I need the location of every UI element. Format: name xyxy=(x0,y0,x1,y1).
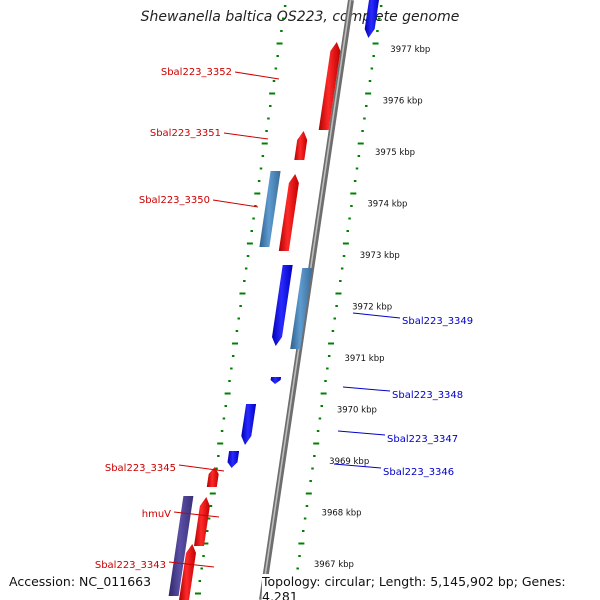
kbp-tick-label: 3976 kbp xyxy=(383,97,423,107)
kbp-tick-label: 3971 kbp xyxy=(344,354,384,364)
forward-gene-arrow xyxy=(179,544,196,600)
gene-label: Sbal223_3349 xyxy=(402,316,473,327)
accession-text: Accession: NC_011663 xyxy=(9,574,152,589)
gene-features xyxy=(168,0,380,600)
gene-labels: Sbal223_3352 Sbal223_3351 Sbal223_3350 Sbal… xyxy=(95,67,473,571)
gene-leader-line xyxy=(352,312,401,319)
tick-marks xyxy=(194,5,383,595)
gene-leader-line xyxy=(178,464,225,472)
gene-label: Sbal223_3345 xyxy=(105,463,176,474)
gene-leader-line xyxy=(223,132,269,140)
gene-leader-line xyxy=(333,463,382,469)
kbp-tick-label: 3972 kbp xyxy=(352,303,392,313)
gene-label: Sbal223_3346 xyxy=(383,467,454,478)
gene-leader-line xyxy=(212,199,259,208)
steelblue-block xyxy=(290,268,313,349)
steelblue-block xyxy=(259,171,281,247)
gene-label: Sbal223_3347 xyxy=(387,434,458,445)
gene-label: hmuV xyxy=(142,509,171,520)
gene-label: Sbal223_3351 xyxy=(150,128,221,139)
kbp-tick-label: 3977 kbp xyxy=(390,45,430,55)
forward-gene-arrow xyxy=(278,174,299,251)
reverse-gene-arrow xyxy=(241,404,257,445)
topology-text: Topology: circular; Length: 5,145,902 bp… xyxy=(262,574,600,600)
forward-gene-arrow xyxy=(194,497,210,546)
gene-leader-line xyxy=(342,386,391,392)
kbp-ruler: 3977 kbp 3976 kbp 3975 kbp 3974 kbp 3973 kbp… xyxy=(314,45,430,570)
reverse-gene-arrow xyxy=(227,451,240,468)
kbp-tick-label: 3974 kbp xyxy=(367,200,407,210)
genome-title: Shewanella baltica OS223, complete genom… xyxy=(140,9,460,25)
forward-gene-arrow xyxy=(294,131,308,160)
gene-label: Sbal223_3352 xyxy=(161,67,232,78)
reverse-gene-arrow xyxy=(270,377,282,384)
gene-leader-line xyxy=(168,561,215,568)
reverse-gene-arrow xyxy=(272,265,293,346)
gene-label: Sbal223_3343 xyxy=(95,560,166,571)
gene-leader-line xyxy=(173,511,220,518)
kbp-tick-label: 3969 kbp xyxy=(329,457,369,467)
gene-leader-line xyxy=(234,71,280,80)
kbp-tick-label: 3973 kbp xyxy=(360,251,400,261)
kbp-tick-label: 3970 kbp xyxy=(337,406,377,416)
purple-block xyxy=(168,496,194,596)
gene-label: Sbal223_3348 xyxy=(392,390,463,401)
gene-label: Sbal223_3350 xyxy=(139,195,210,206)
kbp-tick-label: 3967 kbp xyxy=(314,560,354,570)
forward-gene-arrow xyxy=(318,42,341,130)
kbp-tick-label: 3968 kbp xyxy=(322,509,362,519)
reverse-gene-arrow xyxy=(364,0,380,38)
kbp-tick-label: 3975 kbp xyxy=(375,148,415,158)
forward-gene-arrow xyxy=(206,467,219,487)
gene-leader-line xyxy=(337,430,386,436)
